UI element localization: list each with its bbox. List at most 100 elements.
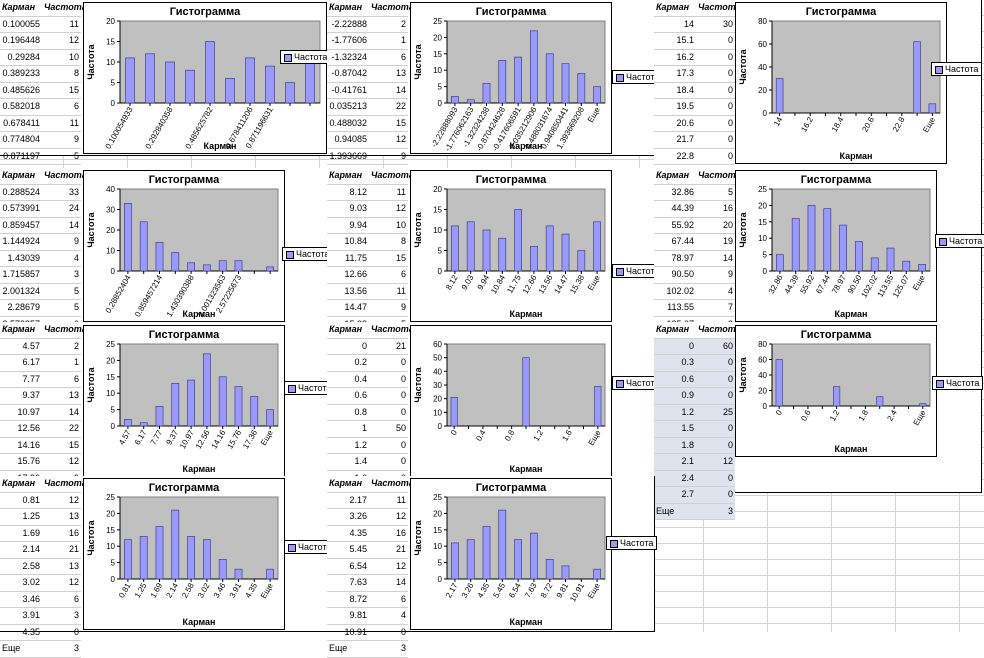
- frequency-cell[interactable]: 0: [727, 134, 733, 144]
- bin-cell[interactable]: 1.393669: [329, 150, 367, 161]
- histogram-chart[interactable]: Гистограмма 0 5 10 15 20 8.12 9.03 9.94 10.84 11.7…: [410, 170, 612, 322]
- histogram-bar[interactable]: [593, 568, 601, 580]
- frequency-header[interactable]: Частота: [698, 2, 741, 12]
- chart-legend[interactable]: Частота: [612, 376, 664, 390]
- histogram-bar[interactable]: [530, 246, 538, 272]
- histogram-chart[interactable]: Гистограмма 0 5 10 15 20 25 2.17 3.26 4.35 5.45 6.5…: [410, 478, 612, 630]
- histogram-bar[interactable]: [561, 565, 570, 580]
- histogram-chart[interactable]: Гистограмма 0 10 20 30 40 0.28852404 0.85945721…: [83, 170, 285, 322]
- bin-cell[interactable]: 3.26: [349, 511, 367, 521]
- bin-cell[interactable]: 1.25: [22, 511, 40, 521]
- frequency-cell[interactable]: 24: [68, 203, 79, 213]
- frequency-cell[interactable]: 11: [396, 285, 406, 296]
- histogram-bar[interactable]: [876, 396, 884, 407]
- bin-cell[interactable]: 2.14: [22, 544, 40, 554]
- histogram-bar[interactable]: [139, 422, 148, 427]
- frequency-cell[interactable]: 12: [395, 511, 406, 521]
- bin-cell[interactable]: 9.03: [349, 203, 367, 213]
- bin-cell[interactable]: 78.97: [671, 252, 694, 263]
- bin-cell[interactable]: 2.17: [349, 494, 367, 505]
- bin-cell[interactable]: 1.2: [354, 439, 367, 450]
- frequency-cell[interactable]: 14: [395, 577, 406, 587]
- bin-cell[interactable]: -0.87042: [331, 68, 367, 78]
- frequency-cell[interactable]: 12: [395, 560, 406, 571]
- bin-cell[interactable]: -0.41761: [331, 84, 367, 95]
- bin-cell[interactable]: 19.5: [676, 101, 694, 111]
- frequency-cell[interactable]: 0: [727, 472, 733, 483]
- frequency-cell[interactable]: 0: [400, 439, 406, 450]
- histogram-bar[interactable]: [225, 78, 235, 104]
- chart-legend[interactable]: Частота: [612, 70, 664, 84]
- bin-cell[interactable]: 2.4: [681, 472, 694, 483]
- histogram-chart[interactable]: Гистограмма 0 5 10 15 20 25 0.81 1.25 1.69 2.14 2.5…: [83, 478, 285, 630]
- histogram-bar[interactable]: [171, 383, 180, 427]
- bin-cell[interactable]: 0.678411: [3, 117, 40, 128]
- histogram-bar[interactable]: [545, 53, 554, 104]
- chart-legend[interactable]: Частота: [282, 247, 334, 261]
- histogram-bar[interactable]: [514, 56, 522, 104]
- frequency-cell[interactable]: 5: [727, 186, 733, 197]
- histogram-bar[interactable]: [918, 264, 926, 272]
- frequency-cell[interactable]: 21: [68, 544, 79, 554]
- bin-cell[interactable]: 7.63: [349, 577, 367, 587]
- histogram-bar[interactable]: [165, 61, 175, 104]
- bin-header[interactable]: Карман: [656, 170, 690, 180]
- frequency-cell[interactable]: 3: [727, 505, 733, 516]
- histogram-bar[interactable]: [245, 57, 255, 104]
- frequency-cell[interactable]: 8: [400, 236, 406, 246]
- frequency-cell[interactable]: 0: [727, 357, 733, 367]
- bin-cell[interactable]: 9.37: [22, 390, 40, 400]
- bin-cell[interactable]: 0.288524: [2, 186, 40, 197]
- histogram-bar[interactable]: [498, 509, 507, 580]
- chart-legend[interactable]: Частота: [932, 376, 984, 390]
- histogram-bar[interactable]: [187, 262, 195, 272]
- bin-cell[interactable]: 1.2: [681, 406, 694, 417]
- frequency-cell[interactable]: 21: [395, 340, 406, 351]
- bin-cell[interactable]: 0.573991: [2, 203, 40, 213]
- histogram-chart[interactable]: Гистограмма 0 5 10 15 20 25 32.86 44.39 55.92 67.4…: [735, 170, 937, 322]
- bin-cell[interactable]: 10.91: [344, 626, 367, 637]
- bin-cell[interactable]: 0.6: [681, 373, 694, 384]
- bin-cell[interactable]: 2.58: [22, 560, 40, 571]
- histogram-bar[interactable]: [561, 233, 570, 272]
- frequency-cell[interactable]: 4: [727, 285, 733, 296]
- frequency-cell[interactable]: 0: [727, 35, 733, 45]
- histogram-bar[interactable]: [185, 69, 195, 104]
- histogram-bar[interactable]: [285, 82, 295, 104]
- histogram-bar[interactable]: [823, 208, 832, 272]
- histogram-bar[interactable]: [919, 403, 927, 407]
- bin-cell[interactable]: 1.715857: [2, 269, 40, 279]
- frequency-cell[interactable]: 0: [727, 439, 733, 450]
- histogram-bar[interactable]: [833, 386, 841, 407]
- histogram-bar[interactable]: [466, 221, 475, 272]
- frequency-cell[interactable]: 33: [68, 186, 79, 197]
- bin-cell[interactable]: 3.02: [22, 577, 40, 587]
- histogram-bar[interactable]: [776, 254, 784, 272]
- frequency-header[interactable]: Частота: [44, 2, 87, 12]
- histogram-bar[interactable]: [155, 242, 164, 272]
- histogram-bar[interactable]: [514, 539, 522, 580]
- histogram-bar[interactable]: [145, 53, 155, 104]
- frequency-header[interactable]: Частота: [44, 324, 87, 334]
- bin-cell[interactable]: 14.47: [344, 302, 367, 312]
- bin-cell[interactable]: 0.100055: [2, 18, 40, 29]
- frequency-cell[interactable]: 0: [400, 357, 406, 367]
- bin-cell[interactable]: 2.7: [681, 489, 694, 499]
- frequency-cell[interactable]: 9: [73, 134, 79, 144]
- histogram-bar[interactable]: [451, 96, 459, 104]
- histogram-bar[interactable]: [482, 83, 491, 104]
- frequency-cell[interactable]: 15: [395, 117, 406, 128]
- frequency-cell[interactable]: 6: [400, 51, 406, 62]
- bin-cell[interactable]: 0.389233: [2, 68, 40, 78]
- bin-cell[interactable]: 0.774804: [2, 134, 40, 144]
- frequency-cell[interactable]: 0: [727, 117, 733, 128]
- frequency-cell[interactable]: 12: [395, 203, 406, 213]
- histogram-bar[interactable]: [577, 73, 586, 104]
- histogram-bar[interactable]: [855, 241, 863, 272]
- histogram-bar[interactable]: [775, 359, 783, 407]
- chart-legend[interactable]: Частота: [931, 62, 983, 76]
- bin-cell[interactable]: 0.4: [354, 373, 367, 384]
- frequency-cell[interactable]: 12: [68, 494, 79, 505]
- frequency-cell[interactable]: 15: [68, 84, 79, 95]
- frequency-cell[interactable]: 3: [400, 643, 406, 653]
